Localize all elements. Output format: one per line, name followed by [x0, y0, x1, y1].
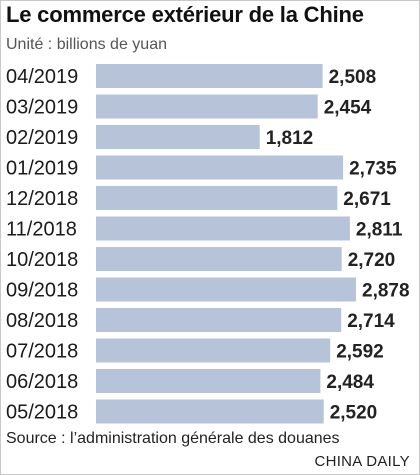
category-label: 03/2019 — [6, 97, 78, 119]
value-label: 2,484 — [326, 372, 374, 393]
bar — [96, 369, 321, 393]
value-label: 2,592 — [336, 342, 384, 363]
source-note: Source : l’administration générale des d… — [6, 430, 340, 447]
unit-label: Unité : billions de yuan — [6, 36, 167, 53]
category-label: 08/2018 — [6, 310, 78, 332]
bar — [96, 155, 344, 180]
category-label: 04/2019 — [6, 66, 78, 88]
value-label: 2,720 — [348, 250, 396, 271]
bar — [96, 216, 350, 241]
bar — [96, 247, 342, 271]
brand-logo: CHINA DAILY — [314, 453, 410, 470]
category-label: 11/2018 — [6, 219, 77, 241]
category-label: 01/2019 — [6, 158, 78, 180]
bar — [96, 308, 342, 332]
value-label: 2,520 — [330, 403, 378, 424]
bar — [96, 186, 338, 210]
value-label: 2,878 — [362, 281, 410, 302]
category-label: 02/2019 — [6, 127, 78, 149]
bar — [96, 338, 331, 363]
bar — [96, 64, 323, 88]
bar — [96, 399, 324, 424]
value-label: 1,812 — [266, 128, 314, 149]
value-label: 2,735 — [349, 159, 397, 180]
chart-title: Le commerce extérieur de la Chine — [6, 2, 364, 27]
bar — [96, 125, 260, 149]
category-label: 10/2018 — [6, 249, 78, 271]
bar — [96, 277, 356, 302]
value-label: 2,714 — [347, 311, 395, 332]
value-label: 2,454 — [324, 98, 372, 119]
category-label: 12/2018 — [6, 188, 78, 210]
category-label: 09/2018 — [6, 280, 78, 302]
value-label: 2,811 — [356, 220, 403, 241]
category-label: 06/2018 — [6, 371, 78, 393]
category-label: 05/2018 — [6, 402, 78, 424]
bar — [96, 94, 318, 119]
value-label: 2,508 — [329, 67, 377, 88]
value-label: 2,671 — [343, 189, 391, 210]
bars-group: 04/2019 2,508 03/2019 2,454 02/2019 1,812 01/2… — [6, 64, 410, 424]
category-label: 07/2018 — [6, 341, 78, 363]
